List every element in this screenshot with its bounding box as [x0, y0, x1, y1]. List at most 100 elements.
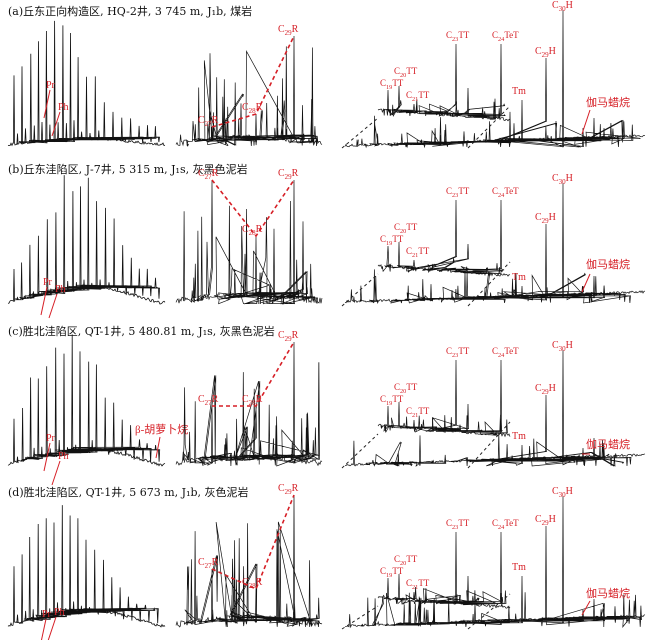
c23tt-label: C23TT [446, 30, 470, 43]
zoom-guide-right [467, 421, 511, 469]
c27r-label: C27R [198, 557, 219, 570]
gammacerane-pointer [581, 600, 591, 616]
gammacerane-label: 伽马蜡烷 [586, 95, 630, 109]
terpane-inset-trace [377, 531, 511, 609]
c21tt-label: C21TT [406, 246, 430, 259]
pr-label: Pr [46, 433, 56, 444]
sterane-chromatogram: C27R C28R C29R [175, 483, 323, 628]
zoom-guide-left [341, 605, 379, 630]
beta-carotane-label: β-胡萝卜烷 [135, 422, 188, 436]
ph-pointer [48, 293, 58, 319]
gammacerane-pointer [581, 273, 591, 293]
sterane-trace [175, 179, 323, 305]
c29h-label: C29H [535, 212, 556, 225]
sterane-trace [175, 35, 323, 147]
c24tet-label: C24TeT [492, 346, 519, 359]
c19tt-label: C19TT [380, 234, 404, 247]
c30h-label: C30H [552, 0, 573, 13]
terpane-trace [344, 349, 646, 467]
c29r-label: C29R [278, 168, 299, 181]
terpane-inset-trace [377, 359, 511, 438]
c19tt-label: C19TT [380, 394, 404, 407]
c28r-label: C28R [242, 577, 263, 590]
pr-pointer [43, 89, 51, 119]
c20tt-label: C20TT [394, 66, 418, 79]
c29h-label: C29H [535, 514, 556, 527]
gammacerane-label: 伽马蜡烷 [586, 437, 630, 451]
tm-label: Tm [512, 562, 526, 573]
ph-pointer [47, 616, 57, 640]
sterane-chromatogram: C27R C28R C29R [175, 24, 323, 147]
ph-label: Ph [54, 607, 65, 618]
panel-a: (a)丘东正向构造区, HQ-2井, 3 745 m, J₁b, 煤岩PrPhC… [7, 0, 646, 149]
sterane-trace [175, 494, 323, 628]
terpane-trace [344, 9, 646, 149]
sterane-trend-line [211, 35, 295, 128]
sterane-trend-line [211, 179, 295, 238]
ph-label: Ph [58, 451, 69, 462]
c29r-label: C29R [278, 483, 299, 496]
panel-title: (d)胜北洼陷区, QT-1井, 5 673 m, J₁b, 灰色泥岩 [8, 485, 249, 499]
c20tt-label: C20TT [394, 222, 418, 235]
c30h-label: C30H [552, 173, 573, 186]
c23tt-label: C23TT [446, 346, 470, 359]
zoom-guide-right [467, 105, 511, 149]
ph-label: Ph [58, 102, 69, 113]
panel-title: (b)丘东洼陷区, J-7井, 5 315 m, J₁s, 灰黑色泥岩 [8, 162, 248, 176]
terpane-inset-trace [377, 43, 511, 122]
panel-title: (c)胜北洼陷区, QT-1井, 5 480.81 m, J₁s, 灰黑色泥岩 [8, 324, 275, 338]
c28r-label: C28R [242, 394, 263, 407]
gammacerane-pointer [581, 109, 591, 135]
pr-label: Pr [46, 80, 56, 91]
tm-label: Tm [512, 272, 526, 283]
sterane-trend-line [211, 494, 295, 591]
c28r-label: C28R [242, 224, 263, 237]
ph-pointer [51, 111, 61, 137]
c24tet-label: C24TeT [492, 30, 519, 43]
panel-c: (c)胜北洼陷区, QT-1井, 5 480.81 m, J₁s, 灰黑色泥岩P… [7, 324, 646, 486]
tm-label: Tm [512, 86, 526, 97]
sterane-trend-line [212, 341, 295, 407]
zoom-guide-right [467, 261, 511, 307]
c19tt-label: C19TT [380, 78, 404, 91]
sterane-chromatogram: C27R C28R C29R [175, 168, 323, 305]
zoom-guide-left [341, 433, 379, 469]
pr-label: Pr [43, 277, 53, 288]
c24tet-label: C24TeT [492, 186, 519, 199]
c19tt-label: C19TT [380, 566, 404, 579]
c27r-label: C27R [198, 394, 219, 407]
terpane-trace [344, 182, 646, 305]
c29h-label: C29H [535, 46, 556, 59]
c30h-label: C30H [552, 486, 573, 499]
terpane-inset-trace [377, 199, 511, 277]
n-alkane-trace [7, 20, 166, 147]
c28r-label: C28R [242, 102, 263, 115]
c27r-label: C27R [198, 115, 219, 128]
c21tt-label: C21TT [406, 406, 430, 419]
c23tt-label: C23TT [446, 186, 470, 199]
n-alkane-trace [7, 505, 166, 628]
beta-carotane-pointer [155, 436, 161, 459]
c23tt-label: C23TT [446, 518, 470, 531]
zoom-guide-left [341, 273, 379, 307]
c29r-label: C29R [278, 24, 299, 37]
c29r-label: C29R [278, 330, 299, 343]
tm-label: Tm [512, 431, 526, 442]
ph-pointer [51, 460, 61, 486]
c21tt-label: C21TT [406, 578, 430, 591]
pr-pointer [40, 286, 48, 316]
c20tt-label: C20TT [394, 554, 418, 567]
pr-pointer [40, 618, 47, 640]
gammacerane-label: 伽马蜡烷 [586, 586, 630, 600]
sterane-trace [175, 341, 323, 467]
panel-title: (a)丘东正向构造区, HQ-2井, 3 745 m, J₁b, 煤岩 [8, 4, 252, 18]
c24tet-label: C24TeT [492, 518, 519, 531]
